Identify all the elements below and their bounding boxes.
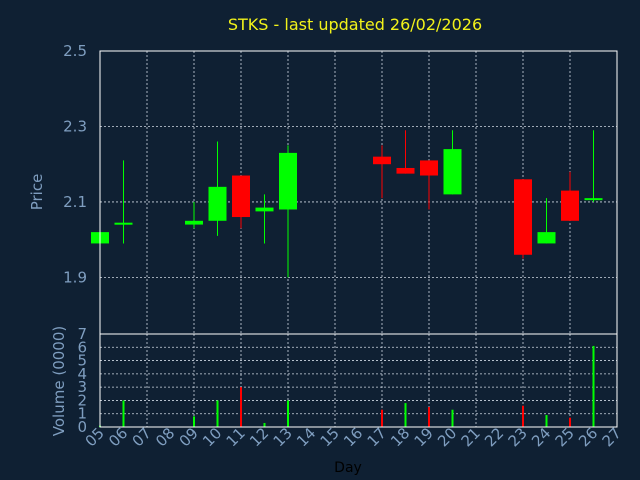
volume-bar-09 [193,416,195,427]
volume-tick-label: 2 [77,391,87,409]
chart-title: STKS - last updated 26/02/2026 [228,15,482,34]
candle-body-20 [443,149,462,195]
volume-tick-label: 7 [77,325,87,343]
candle-body-24 [537,232,556,244]
volume-axis-label: Volume (0000) [50,326,68,436]
candle-body-11 [232,175,250,218]
price-panel: 1.9 2.1 2.3 2.5 [63,42,618,335]
volume-bar-06 [122,400,125,427]
candle-body-12 [255,207,274,212]
volume-tick-label: 1 [77,405,87,423]
candle-body-09 [185,220,203,225]
candle-body-19 [420,160,438,176]
volume-tick-label: 0 [77,418,87,436]
volume-tick-label: 6 [77,338,87,356]
candle-body-10 [208,186,227,221]
candle-body-17 [373,156,391,165]
volume-bar-24 [545,415,548,427]
volume-bar-25 [569,417,571,427]
price-tick-label: 2.5 [63,42,87,60]
volume-bar-12 [263,423,266,427]
volume-tick-label: 3 [77,378,87,396]
volume-bar-17 [381,409,383,427]
candle-body-18 [396,167,415,174]
volume-tick-label: 5 [77,352,87,370]
price-tick-label: 2.3 [63,117,87,135]
volume-bar-23 [522,405,524,427]
volume-tick-label: 4 [77,365,87,383]
volume-bar-20 [451,409,454,427]
candle-body-23 [514,179,532,255]
x-axis-label: Day [334,460,362,476]
candle-body-26 [584,198,603,201]
x-axis: 0506070809101112131415161718192021222324… [82,424,625,450]
volume-bar-13 [287,400,289,427]
volume-frame [99,333,618,428]
volume-bar-11 [240,387,242,427]
volume-bar-18 [404,403,407,427]
price-tick-label: 2.1 [63,193,87,211]
volume-bar-19 [428,407,430,427]
price-axis-label: Price [28,174,46,211]
volume-bar-26 [592,345,595,427]
price-tick-label: 1.9 [63,268,87,286]
candle-body-13 [279,152,297,210]
volume-bar-10 [216,400,219,427]
candle-body-06 [114,222,133,225]
candle-body-25 [561,190,579,221]
